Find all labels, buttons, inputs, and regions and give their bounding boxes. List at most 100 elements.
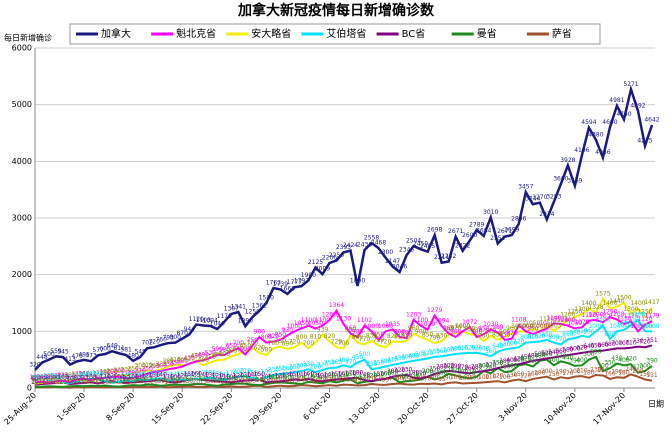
y-tick-label: 4000: [12, 157, 32, 166]
y-tick-label: 2000: [12, 270, 32, 279]
data-label: 230: [401, 366, 413, 373]
data-label: 150: [548, 371, 560, 378]
data-label: 80: [431, 375, 439, 382]
data-label: 35: [249, 378, 257, 385]
data-label: 25: [136, 378, 144, 385]
data-label: 300: [478, 363, 490, 370]
data-label: 2896: [511, 215, 526, 222]
data-label: 90: [122, 374, 130, 381]
data-label: 80: [73, 375, 81, 382]
data-label: 1328: [588, 304, 603, 311]
data-label: 1400: [602, 300, 617, 307]
data-label: 70: [66, 376, 74, 383]
data-label: 130: [64, 372, 76, 379]
data-label: 830: [436, 332, 448, 339]
data-label: 70: [389, 376, 397, 383]
data-label: 30: [45, 378, 53, 385]
data-label: 160: [85, 370, 97, 377]
data-label: 190: [611, 369, 623, 376]
data-label: 2211: [434, 254, 449, 261]
data-label: 1000: [644, 323, 659, 330]
data-label: 500: [534, 351, 546, 358]
data-label: 100: [85, 374, 97, 381]
data-label: 930: [471, 327, 483, 334]
data-label: 120: [324, 373, 336, 380]
data-label: 100: [226, 374, 238, 381]
data-label: 120: [43, 373, 55, 380]
data-label: 939: [345, 326, 357, 333]
data-label: 120: [233, 373, 245, 380]
data-label: 45: [354, 377, 362, 384]
data-label: 2250: [329, 252, 344, 259]
data-label: 1250: [567, 309, 582, 316]
data-label: 960: [345, 325, 357, 332]
data-label: 1190: [581, 312, 596, 319]
data-label: 850: [275, 331, 287, 338]
data-label: 820: [324, 333, 336, 340]
data-label: 120: [50, 373, 62, 380]
data-label: 1777: [287, 279, 302, 286]
data-label: 320: [485, 361, 497, 368]
data-label: 730: [632, 338, 644, 345]
data-label: 660: [597, 342, 609, 349]
data-label: 280: [310, 364, 322, 371]
data-label: 120: [71, 373, 83, 380]
data-label: 200: [233, 368, 245, 375]
data-label: 100: [478, 374, 490, 381]
y-tick-label: 6000: [12, 44, 32, 53]
legend-label: 魁北克省: [176, 27, 216, 40]
data-label: 880: [401, 330, 413, 337]
data-label: 1100: [301, 317, 316, 324]
x-tick-label: 6-Oct-20: [301, 391, 332, 422]
data-label: 300: [639, 363, 651, 370]
data-label: 20: [129, 378, 137, 385]
data-label: 3270: [532, 194, 547, 201]
data-label: 15: [115, 379, 123, 386]
data-label: 120: [366, 373, 378, 380]
data-label: 1000: [630, 323, 645, 330]
data-label: 210: [576, 368, 588, 375]
data-label: 611: [113, 345, 125, 352]
data-label: 560: [436, 348, 448, 355]
series-line: [34, 373, 653, 389]
data-label: 60: [220, 376, 228, 383]
data-label: 100: [113, 374, 125, 381]
data-label: 770: [555, 336, 567, 343]
data-label: 280: [499, 364, 511, 371]
data-label: 15: [94, 379, 102, 386]
data-label: 1003: [546, 323, 561, 330]
data-label: 480: [527, 352, 539, 359]
data-label: 1090: [238, 318, 253, 325]
data-label: 1279: [427, 307, 442, 314]
data-label: 150: [345, 371, 357, 378]
data-label: 10: [164, 379, 172, 386]
data-label: 270: [632, 364, 644, 371]
data-label: 120: [141, 373, 153, 380]
data-label: 1026: [616, 321, 631, 328]
data-label: 430: [611, 355, 623, 362]
data-label: 180: [583, 369, 595, 376]
data-label: 2424: [343, 242, 358, 249]
data-label: 480: [534, 352, 546, 359]
data-label: 25: [178, 378, 186, 385]
data-label: 1250: [245, 309, 260, 316]
data-label: 580: [261, 347, 273, 354]
data-label: 470: [555, 353, 567, 360]
data-label: 100: [36, 374, 48, 381]
data-label: 1440: [609, 298, 624, 305]
data-label: 720: [289, 339, 301, 346]
data-label: 2789: [469, 221, 484, 228]
y-tick-label: 1000: [12, 327, 32, 336]
data-label: 5271: [623, 81, 638, 88]
data-label: 2600: [462, 232, 477, 239]
data-label: 150: [177, 371, 189, 378]
data-label: 560: [555, 348, 567, 355]
data-label: 50: [206, 377, 214, 384]
data-label: 800: [296, 334, 308, 341]
data-label: 20: [59, 378, 67, 385]
data-label: 1500: [616, 295, 631, 302]
data-label: 751: [646, 337, 658, 344]
data-label: 145: [170, 371, 182, 378]
data-label: 2558: [364, 235, 379, 242]
data-label: 110: [113, 373, 125, 380]
